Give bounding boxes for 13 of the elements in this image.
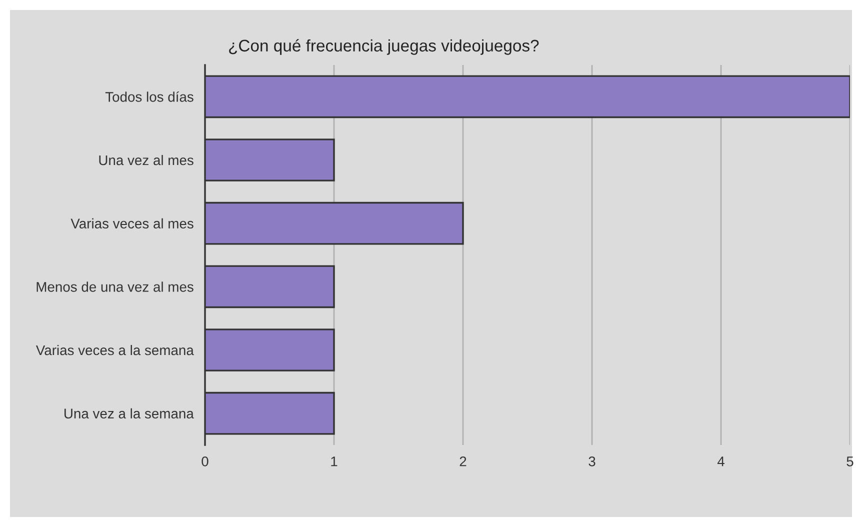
x-tick-label: 1 [331,456,338,466]
y-tick-label: Menos de una vez al mes [36,282,194,292]
chart-title: ¿Con qué frecuencia juegas videojuegos? [229,39,539,55]
y-tick-label: Varias veces al mes [70,218,194,229]
y-tick-label: Varias veces a la semana [36,344,194,356]
x-tick-label: 5 [846,456,854,466]
y-tick-label: Una vez a la semana [64,408,194,419]
x-tick-label: 2 [460,456,466,466]
x-tick-label: 4 [717,456,724,466]
x-tick-label: 0 [202,456,208,466]
x-tick-label: 3 [588,456,596,466]
y-tick-label: Todos los días [105,91,194,102]
y-tick-label: Una vez al mes [99,154,194,166]
